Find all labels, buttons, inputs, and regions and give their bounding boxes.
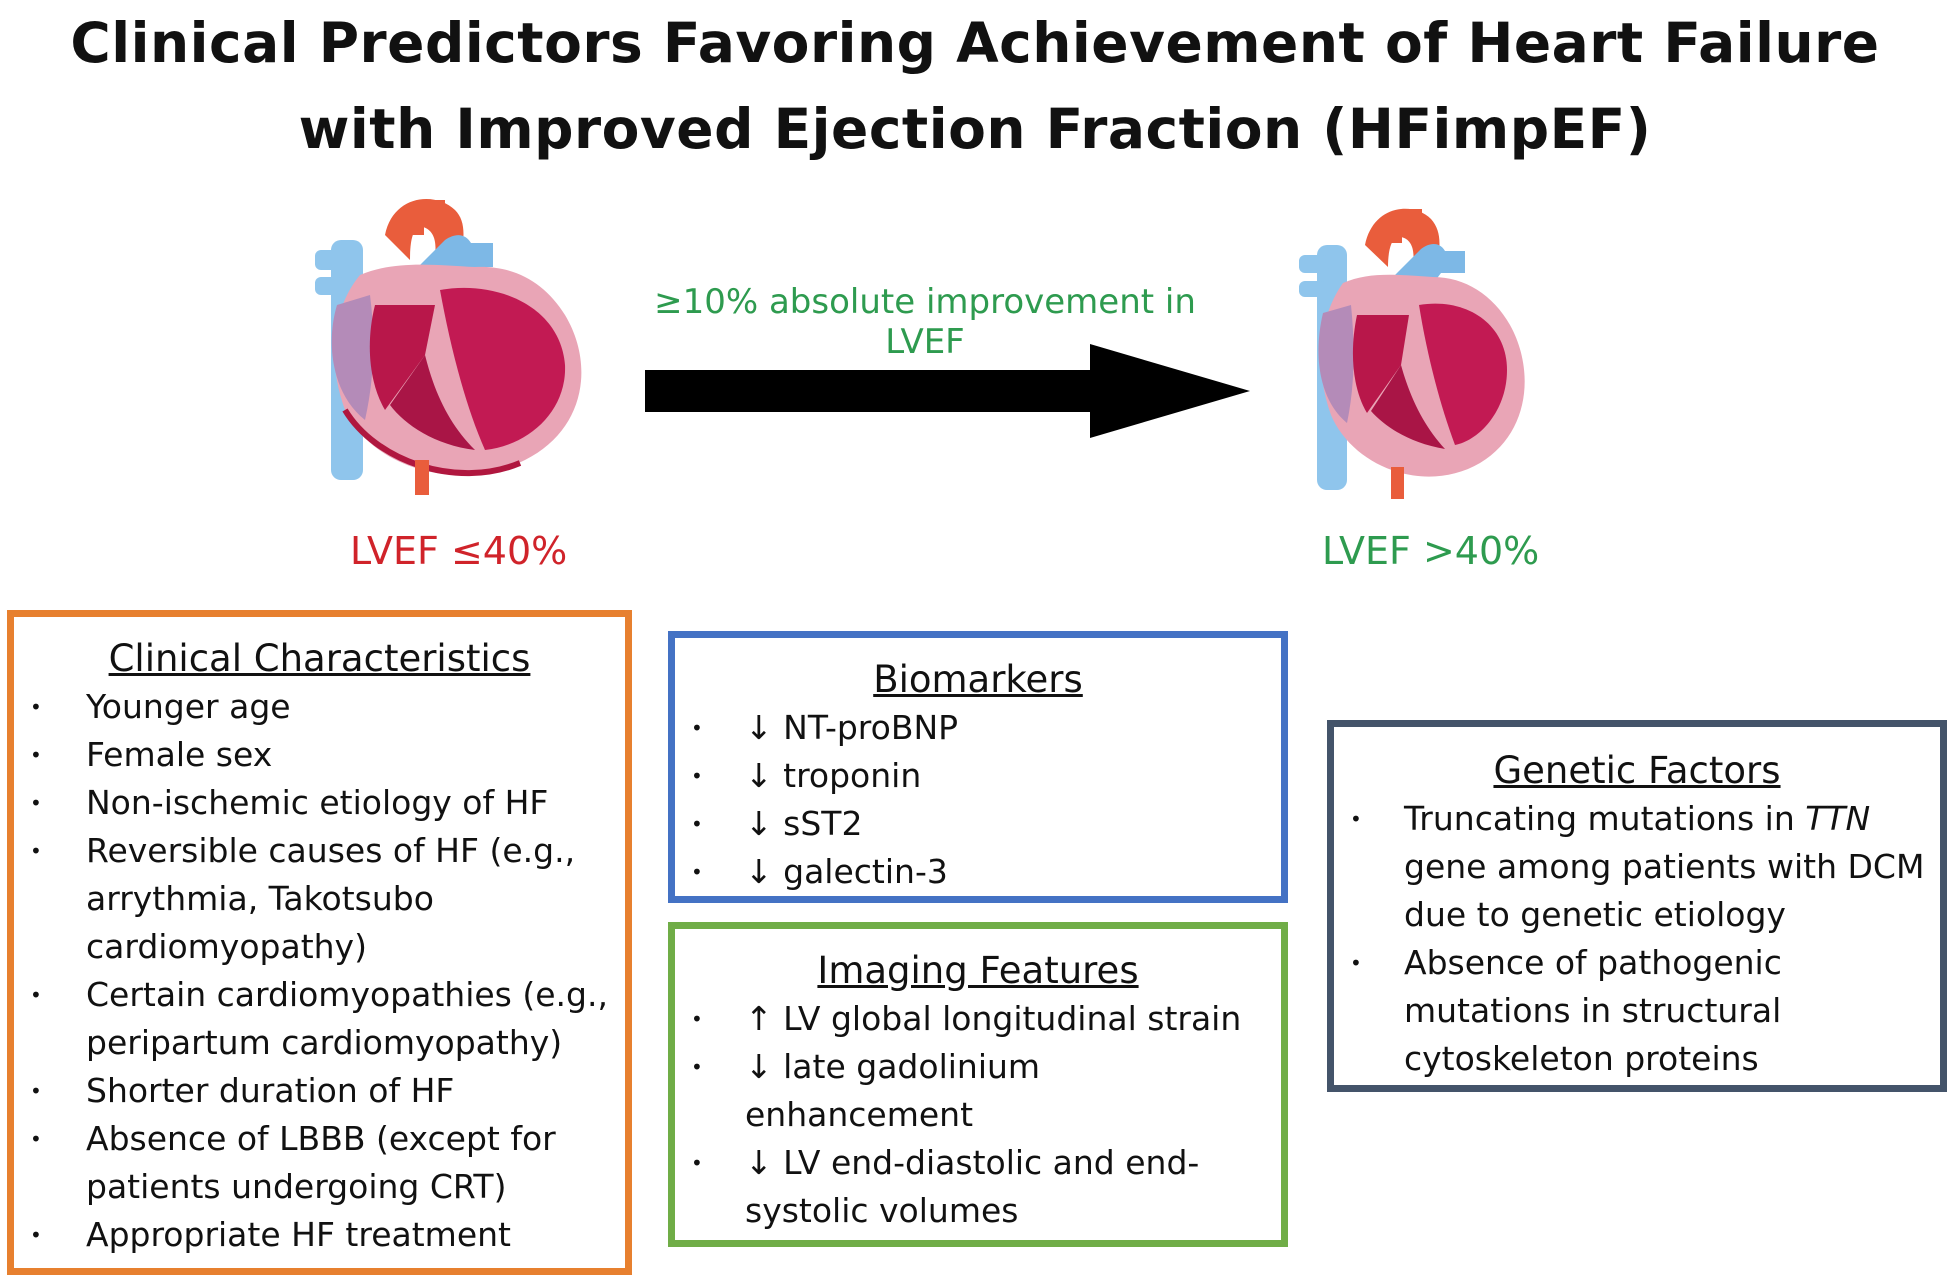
bullet-icon: • xyxy=(30,743,42,767)
bullet-icon: • xyxy=(30,983,42,1007)
bullet-icon: • xyxy=(691,1055,703,1079)
list-item: • Female sex xyxy=(14,731,625,779)
biomarkers-box: Biomarkers • ↓ NT-proBNP • ↓ troponin • ↓ s… xyxy=(668,631,1288,903)
genetic-heading: Genetic Factors xyxy=(1493,749,1781,792)
biomarkers-list: • ↓ NT-proBNP • ↓ troponin • ↓ sST2 • ↓ gale… xyxy=(675,704,1281,896)
gene-name: TTN xyxy=(1805,799,1871,838)
title-line-2: with Improved Ejection Fraction (HFimpEF… xyxy=(298,97,1652,161)
list-item: • Younger age xyxy=(14,683,625,731)
imaging-list: • ↑ LV global longitudinal strain • ↓ late… xyxy=(675,995,1281,1235)
list-item: • ↓ LV end-diastolic and end-systolic vol… xyxy=(675,1139,1281,1235)
list-item: • ↓ troponin xyxy=(675,752,1281,800)
bullet-icon: • xyxy=(691,860,703,884)
bullet-icon: • xyxy=(691,1151,703,1175)
bullet-icon: • xyxy=(30,695,42,719)
bullet-icon: • xyxy=(691,1007,703,1031)
list-item: • ↑ LV global longitudinal strain xyxy=(675,995,1281,1043)
imaging-heading: Imaging Features xyxy=(817,949,1139,992)
genetic-factors-box: Genetic Factors • Truncating mutations in… xyxy=(1327,720,1947,1092)
bullet-icon: • xyxy=(30,1079,42,1103)
list-item: • ↓ sST2 xyxy=(675,800,1281,848)
bullet-icon: • xyxy=(1350,951,1362,975)
clinical-list: • Younger age • Female sex • Non-ischemic e… xyxy=(14,683,625,1259)
bullet-icon: • xyxy=(691,764,703,788)
list-item: • Reversible causes of HF (e.g., arrythmi… xyxy=(14,827,625,971)
bullet-icon: • xyxy=(30,1127,42,1151)
list-item: • Shorter duration of HF xyxy=(14,1067,625,1115)
bullet-icon: • xyxy=(1350,807,1362,831)
heart-left-icon xyxy=(315,199,582,495)
imaging-features-box: Imaging Features • ↑ LV global longitudin… xyxy=(668,922,1288,1247)
heart-right-icon xyxy=(1299,208,1525,499)
clinical-characteristics-box: Clinical Characteristics • Younger age • F… xyxy=(7,610,632,1275)
biomarkers-heading: Biomarkers xyxy=(873,658,1083,701)
list-item: • ↓ NT-proBNP xyxy=(675,704,1281,752)
right-arrow-icon xyxy=(645,344,1250,438)
improvement-label: ≥10% absolute improvement in LVEF xyxy=(654,282,1196,362)
bullet-icon: • xyxy=(691,716,703,740)
bullet-icon: • xyxy=(691,812,703,836)
genetic-list: • Truncating mutations in TTN gene among … xyxy=(1334,795,1940,1083)
diagram-title: Clinical Predictors Favoring Achievement… xyxy=(0,0,1950,172)
title-line-1: Clinical Predictors Favoring Achievement… xyxy=(70,11,1880,75)
list-item: • Appropriate HF treatment xyxy=(14,1211,625,1259)
list-item: • ↓ galectin-3 xyxy=(675,848,1281,896)
list-item: • Non-ischemic etiology of HF xyxy=(14,779,625,827)
list-item: • ↓ late gadolinium enhancement xyxy=(675,1043,1281,1139)
bullet-icon: • xyxy=(30,1223,42,1247)
lvef-improved-label: LVEF >40% xyxy=(1322,529,1540,573)
clinical-heading: Clinical Characteristics xyxy=(108,637,531,680)
list-item: • Absence of pathogenic mutations in stru… xyxy=(1334,939,1940,1083)
bullet-icon: • xyxy=(30,791,42,815)
list-item: • Certain cardiomyopathies (e.g., peripar… xyxy=(14,971,625,1067)
lvef-reduced-label: LVEF ≤40% xyxy=(350,529,568,573)
bullet-icon: • xyxy=(30,839,42,863)
list-item: • Truncating mutations in TTN gene among … xyxy=(1334,795,1940,939)
list-item: • Absence of LBBB (except for patients un… xyxy=(14,1115,625,1211)
